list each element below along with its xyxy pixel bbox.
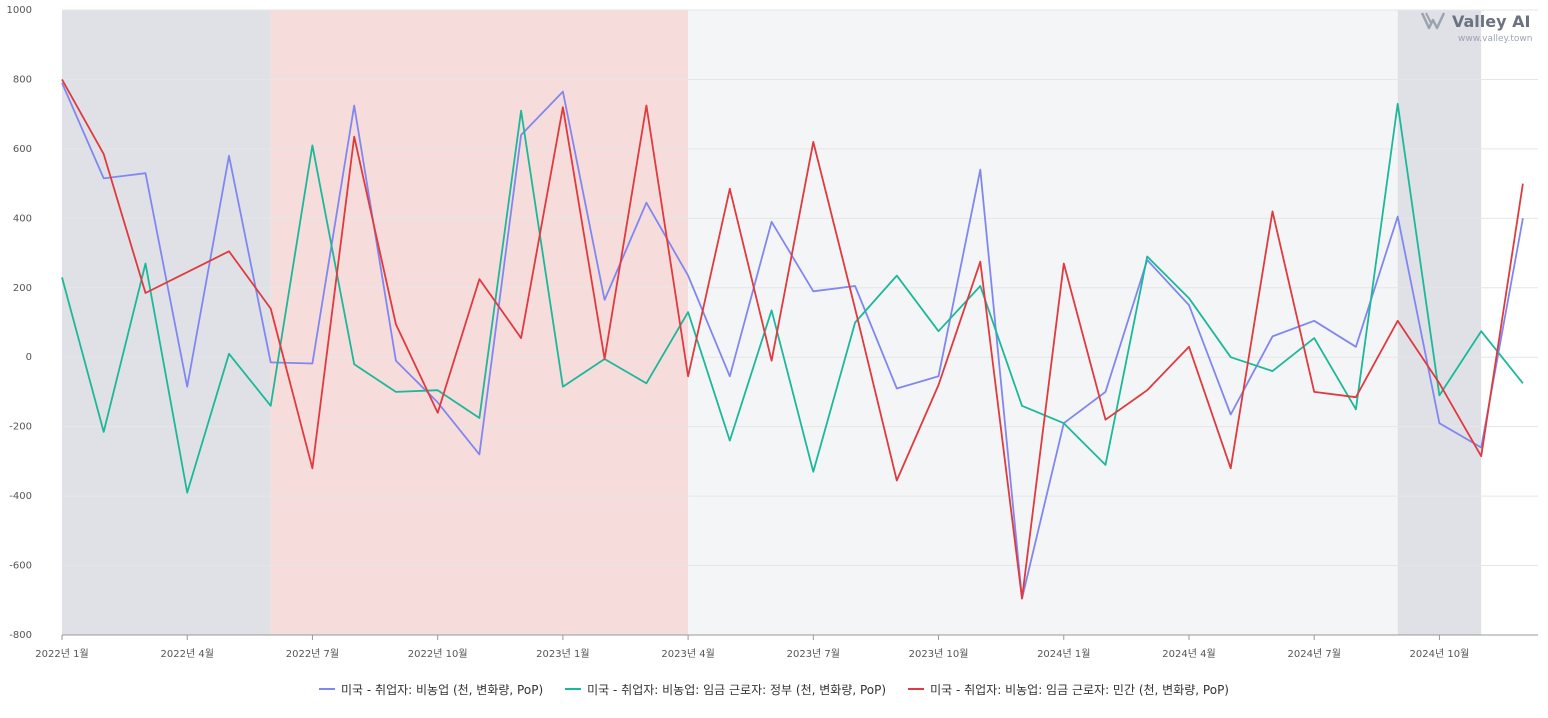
x-tick-label: 2023년 1월 — [536, 648, 589, 660]
y-tick-label: -200 — [9, 422, 32, 433]
x-axis: 2022년 1월 2022년 4월 2022년 7월 2022년 10월 2023년 1… — [35, 634, 1538, 660]
y-tick-label: 1000 — [7, 5, 32, 16]
x-tick-label: 2024년 1월 — [1037, 648, 1090, 660]
legend-item-series-3[interactable]: 미국 - 취업자: 비농업: 임금 근로자: 민간 (천, 변화량, PoP) — [908, 681, 1229, 698]
y-tick-label: 400 — [13, 213, 32, 224]
brand-name: Valley AI — [1452, 11, 1531, 31]
x-tick-label: 2023년 10월 — [909, 648, 969, 660]
y-tick-label: 200 — [13, 283, 32, 294]
valley-logo-icon — [1420, 12, 1446, 30]
y-tick-label: -800 — [9, 630, 32, 641]
x-tick-label: 2022년 7월 — [286, 648, 339, 660]
shaded-periods — [62, 10, 1482, 635]
y-tick-label: -600 — [9, 561, 32, 572]
x-tick-label: 2022년 4월 — [161, 648, 214, 660]
legend-swatch-series-2 — [565, 688, 582, 690]
legend-label-series-2: 미국 - 취업자: 비농업: 임금 근로자: 정부 (천, 변화량, PoP) — [587, 682, 887, 697]
legend-swatch-series-3 — [908, 688, 925, 690]
y-tick-label: 0 — [26, 352, 32, 363]
x-tick-label: 2023년 7월 — [787, 648, 840, 660]
x-tick-label: 2024년 7월 — [1288, 648, 1341, 660]
series-line-1 — [61, 82, 1524, 600]
shaded-period-2 — [688, 10, 1398, 635]
legend-swatch-series-1 — [319, 688, 335, 690]
legend-label-series-1: 미국 - 취업자: 비농업 (천, 변화량, PoP) — [341, 682, 544, 697]
y-tick-label: -400 — [9, 491, 32, 502]
x-tick-label: 2022년 10월 — [408, 648, 468, 660]
x-tick-label: 2024년 10월 — [1410, 648, 1470, 660]
brand-logo: Valley AI www.valley.town — [1420, 10, 1540, 54]
x-tick-label: 2022년 1월 — [35, 648, 88, 660]
x-tick-label: 2024년 4월 — [1162, 648, 1215, 660]
shaded-period-1 — [270, 10, 689, 635]
legend: 미국 - 취업자: 비농업 (천, 변화량, PoP) 미국 - 취업자: 비농… — [0, 678, 1548, 700]
series-lines — [61, 78, 1524, 600]
shaded-period-0 — [62, 10, 271, 635]
y-tick-label: 800 — [13, 74, 32, 85]
x-tick-label: 2023년 4월 — [661, 648, 714, 660]
series-line-2 — [61, 102, 1524, 494]
brand-url: www.valley.town — [1458, 34, 1533, 44]
legend-label-series-3: 미국 - 취업자: 비농업: 임금 근로자: 민간 (천, 변화량, PoP) — [930, 682, 1229, 697]
y-tick-label: 600 — [13, 144, 32, 155]
series-line-3 — [61, 78, 1524, 600]
line-chart: 1000 800 600 400 200 0 -200 -400 -600 -800 2022년 … — [7, 5, 1538, 660]
y-axis-ticks: 1000 800 600 400 200 0 -200 -400 -600 -800 — [7, 5, 32, 641]
legend-item-series-2[interactable]: 미국 - 취업자: 비농업: 임금 근로자: 정부 (천, 변화량, PoP) — [565, 681, 886, 698]
shaded-period-3 — [1397, 10, 1482, 635]
legend-item-series-1[interactable]: 미국 - 취업자: 비농업 (천, 변화량, PoP) — [319, 681, 543, 698]
